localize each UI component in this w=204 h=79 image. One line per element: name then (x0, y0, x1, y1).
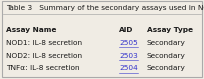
Text: Assay Name: Assay Name (6, 27, 57, 33)
Text: Secondary: Secondary (147, 40, 186, 46)
Text: Assay Type: Assay Type (147, 27, 193, 33)
Text: NOD1: IL-8 secretion: NOD1: IL-8 secretion (6, 40, 82, 46)
Text: Secondary: Secondary (147, 65, 186, 71)
Text: 2503: 2503 (119, 53, 138, 59)
Text: Table 3   Summary of the secondary assays used in NOD1 s: Table 3 Summary of the secondary assays … (6, 5, 204, 11)
Text: AID: AID (119, 27, 134, 33)
Text: TNFα: IL-8 secretion: TNFα: IL-8 secretion (6, 65, 80, 71)
Text: Secondary: Secondary (147, 53, 186, 59)
Text: NOD2: IL-8 secretion: NOD2: IL-8 secretion (6, 53, 82, 59)
FancyBboxPatch shape (2, 1, 202, 77)
Text: 2504: 2504 (119, 65, 138, 71)
Text: 2505: 2505 (119, 40, 138, 46)
